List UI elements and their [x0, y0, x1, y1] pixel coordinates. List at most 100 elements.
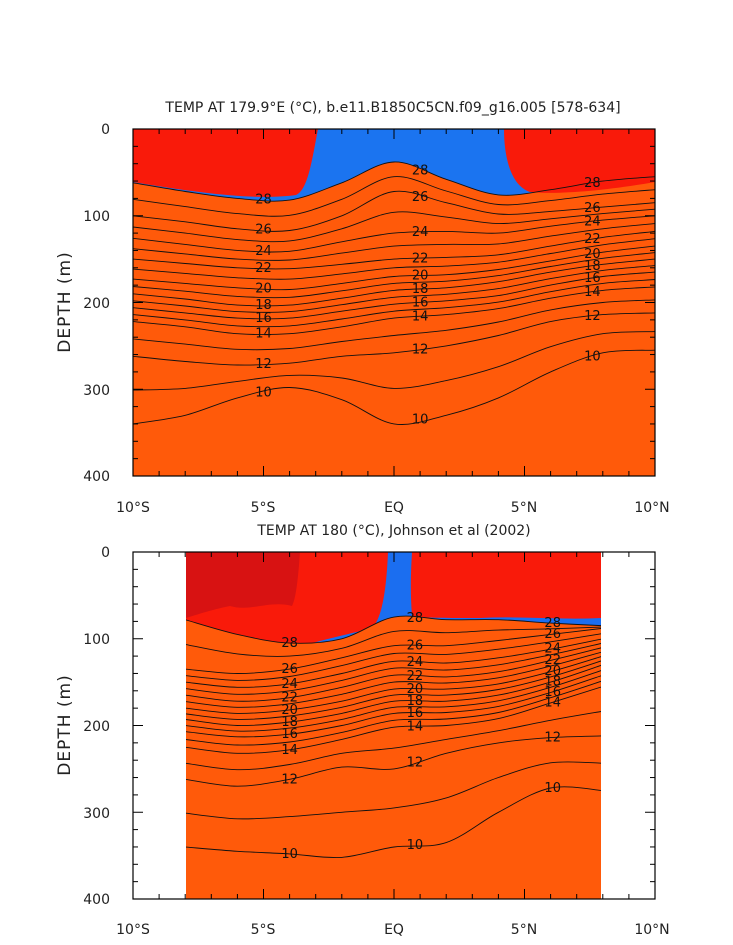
contour-label-28: 28	[407, 611, 424, 626]
contour-label-26: 26	[281, 662, 298, 677]
observation-xtick-eq: EQ	[384, 922, 404, 938]
isotherm-28	[133, 161, 655, 202]
contour-label-16: 16	[407, 706, 424, 721]
contour-label-14: 14	[255, 327, 272, 342]
contour-label-20: 20	[584, 247, 601, 262]
contour-label-12: 12	[544, 731, 561, 746]
model-xtick-eq: EQ	[384, 500, 404, 516]
isotherm-19	[133, 252, 655, 299]
isotherm-23	[186, 643, 601, 695]
contour-label-12: 12	[255, 357, 272, 372]
isotherm-27	[133, 176, 655, 217]
contour-label-28: 28	[255, 192, 272, 207]
contour-label-14: 14	[412, 309, 429, 324]
isotherm-10	[133, 349, 655, 425]
contour-label-22: 22	[584, 232, 601, 247]
model-xtick-10n: 10°N	[634, 500, 669, 516]
contour-label-20: 20	[544, 664, 561, 679]
isotherm-15	[186, 680, 601, 746]
isotherm-24	[133, 215, 655, 253]
contour-label-22: 22	[281, 691, 298, 706]
model-panel-title: TEMP AT 179.9°E (°C), b.e11.B1850C5CN.f0…	[164, 100, 620, 116]
contour-label-26: 26	[544, 627, 561, 642]
model-ytick-300: 300	[83, 383, 110, 399]
isotherm-14	[133, 286, 655, 336]
observation-xtick-5s: 5°S	[251, 922, 276, 938]
isotherm-16	[186, 675, 601, 738]
contour-label-24: 24	[584, 214, 601, 229]
observation-panel-title: TEMP AT 180 (°C), Johnson et al (2002)	[256, 523, 530, 539]
contour-label-22: 22	[544, 653, 561, 668]
contour-label-16: 16	[281, 727, 298, 742]
isotherm-13	[133, 299, 655, 351]
contour-label-24: 24	[255, 244, 272, 259]
contour-label-14: 14	[407, 720, 424, 735]
contour-label-12: 12	[407, 756, 424, 771]
contour-label-20: 20	[412, 269, 429, 284]
contour-label-18: 18	[412, 282, 429, 297]
contour-label-18: 18	[584, 259, 601, 274]
contour-label-24: 24	[281, 677, 298, 692]
contour-label-28: 28	[281, 636, 298, 651]
contour-label-28: 28	[584, 176, 601, 191]
observation-xtick-10n: 10°N	[634, 922, 669, 938]
contour-label-14: 14	[281, 743, 298, 758]
contour-label-16: 16	[412, 296, 429, 311]
isotherm-21	[186, 651, 601, 708]
observation-xtick-5n: 5°N	[511, 922, 537, 938]
model-contour-lines	[133, 161, 655, 425]
contour-label-10: 10	[584, 350, 601, 365]
isotherm-10	[186, 786, 601, 859]
contour-label-16: 16	[544, 685, 561, 700]
contour-label-10: 10	[412, 413, 429, 428]
contour-label-22: 22	[412, 251, 429, 266]
isotherm-22	[133, 230, 655, 270]
contour-label-12: 12	[584, 309, 601, 324]
contour-label-18: 18	[544, 674, 561, 689]
isotherm-20	[186, 656, 601, 714]
isotherm-17	[186, 670, 601, 732]
contour-label-28: 28	[412, 164, 429, 179]
contour-label-22: 22	[407, 669, 424, 684]
observation-xtick-10s: 10°S	[116, 922, 150, 938]
contour-label-10: 10	[255, 386, 272, 401]
isotherm-19	[186, 660, 601, 720]
observation-panel: TEMP AT 180 (°C), Johnson et al (2002) 2…	[55, 523, 670, 938]
contour-label-22: 22	[255, 261, 272, 276]
contour-label-24: 24	[544, 642, 561, 657]
isotherm-12	[186, 735, 601, 787]
observation-y-axis-label: DEPTH (m)	[55, 674, 75, 775]
contour-label-20: 20	[281, 703, 298, 718]
model-axis-ticks	[132, 128, 656, 477]
isotherm-26	[186, 628, 601, 674]
observation-contour-lines	[186, 615, 601, 859]
contour-label-10: 10	[544, 781, 561, 796]
contour-label-14: 14	[584, 285, 601, 300]
isotherm-14	[186, 686, 601, 754]
contour-label-18: 18	[255, 298, 272, 313]
model-ytick-200: 200	[83, 296, 110, 312]
contour-label-10: 10	[407, 838, 424, 853]
isotherm-25	[186, 633, 601, 681]
isotherm-11	[133, 331, 655, 391]
contour-label-20: 20	[255, 282, 272, 297]
isotherm-22	[186, 647, 601, 702]
model-y-axis-label: DEPTH (m)	[55, 251, 75, 352]
isotherm-27	[186, 626, 601, 657]
contour-label-20: 20	[407, 682, 424, 697]
isotherm-20	[133, 245, 655, 291]
contour-label-18: 18	[407, 694, 424, 709]
model-ytick-0: 0	[101, 122, 110, 138]
isotherm-26	[133, 190, 655, 232]
isotherm-23	[133, 223, 655, 261]
contour-label-24: 24	[407, 655, 424, 670]
contour-label-12: 12	[412, 342, 429, 357]
contour-label-18: 18	[281, 715, 298, 730]
contour-label-26: 26	[407, 639, 424, 654]
isotherm-28	[186, 615, 601, 644]
observation-ytick-100: 100	[83, 632, 110, 648]
contour-label-28: 28	[544, 616, 561, 631]
model-xtick-10s: 10°S	[116, 500, 150, 516]
